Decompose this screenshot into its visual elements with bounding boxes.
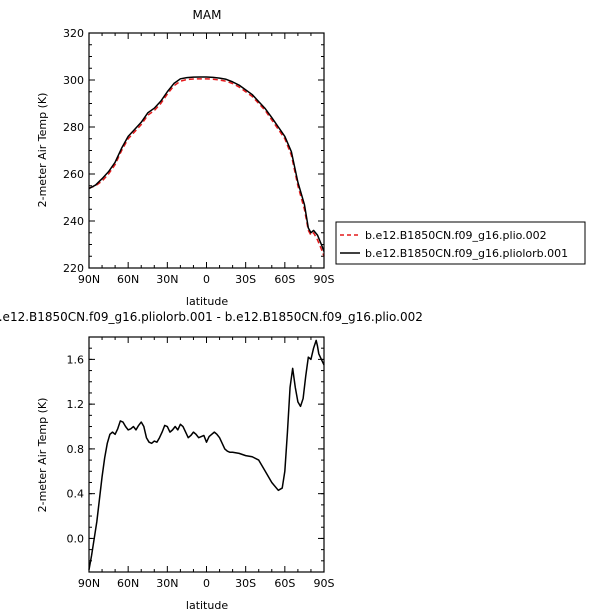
top-series-line-0	[88, 78, 325, 257]
top-chart-title: MAM	[193, 8, 222, 22]
legend: b.e12.B1850CN.f09_g16.plio.002 b.e12.B18…	[335, 221, 586, 265]
top-y-tick-label: 260	[63, 168, 84, 181]
top-chart: MAM 2-meter Air Temp (K) latitude 90N 60N…	[36, 8, 335, 308]
bottom-y-tick-label: 1.2	[67, 398, 85, 411]
legend-label-plio: b.e12.B1850CN.f09_g16.plio.002	[365, 229, 547, 242]
bottom-x-tick-label: 60S	[274, 577, 295, 590]
bottom-plot-area: 90N 60N 30N 0 30S 60S 90S 0.0 0.4 0.8 1.2 1.6	[67, 337, 335, 590]
top-series-line-1	[88, 76, 325, 252]
bottom-x-tick-label: 30N	[156, 577, 178, 590]
bottom-y-tick-label: 1.6	[67, 353, 85, 366]
bottom-x-tick-label: 90S	[314, 577, 335, 590]
bottom-series-line-0	[88, 339, 325, 570]
top-y-tick-label: 300	[63, 74, 84, 87]
bottom-x-tick-label: 60N	[117, 577, 139, 590]
legend-label-pliolorb: b.e12.B1850CN.f09_g16.pliolorb.001	[365, 247, 568, 260]
top-y-tick-label: 220	[63, 262, 84, 275]
top-y-tick-label: 240	[63, 215, 84, 228]
top-x-tick-label: 60S	[274, 273, 295, 286]
top-x-tick-label: 30N	[156, 273, 178, 286]
bottom-chart-ylabel: 2-meter Air Temp (K)	[36, 398, 49, 513]
bottom-x-tick-label: 90N	[78, 577, 100, 590]
top-plot-area: 90N 60N 30N 0 30S 60S 90S 220 240 260 280 300 320	[63, 27, 335, 286]
bottom-y-tick-label: 0.0	[67, 532, 85, 545]
top-chart-ylabel: 2-meter Air Temp (K)	[36, 93, 49, 208]
top-y-tick-label: 280	[63, 121, 84, 134]
bottom-chart-xlabel: latitude	[186, 599, 228, 612]
top-y-tick-label: 320	[63, 27, 84, 40]
top-chart-xlabel: latitude	[186, 295, 228, 308]
top-x-tick-label: 0	[203, 273, 210, 286]
bottom-y-tick-label: 0.8	[67, 443, 85, 456]
bottom-chart-title: b.e12.B1850CN.f09_g16.pliolorb.001 - b.e…	[0, 310, 423, 324]
legend-box	[335, 221, 586, 265]
top-chart-frame	[88, 32, 325, 269]
bottom-chart-frame	[88, 336, 325, 573]
top-x-tick-label: 90N	[78, 273, 100, 286]
bottom-chart: b.e12.B1850CN.f09_g16.pliolorb.001 - b.e…	[0, 310, 423, 612]
top-x-tick-label: 90S	[314, 273, 335, 286]
bottom-x-tick-label: 30S	[235, 577, 256, 590]
top-x-tick-label: 30S	[235, 273, 256, 286]
bottom-y-tick-label: 0.4	[67, 488, 85, 501]
top-x-tick-label: 60N	[117, 273, 139, 286]
bottom-x-tick-label: 0	[203, 577, 210, 590]
